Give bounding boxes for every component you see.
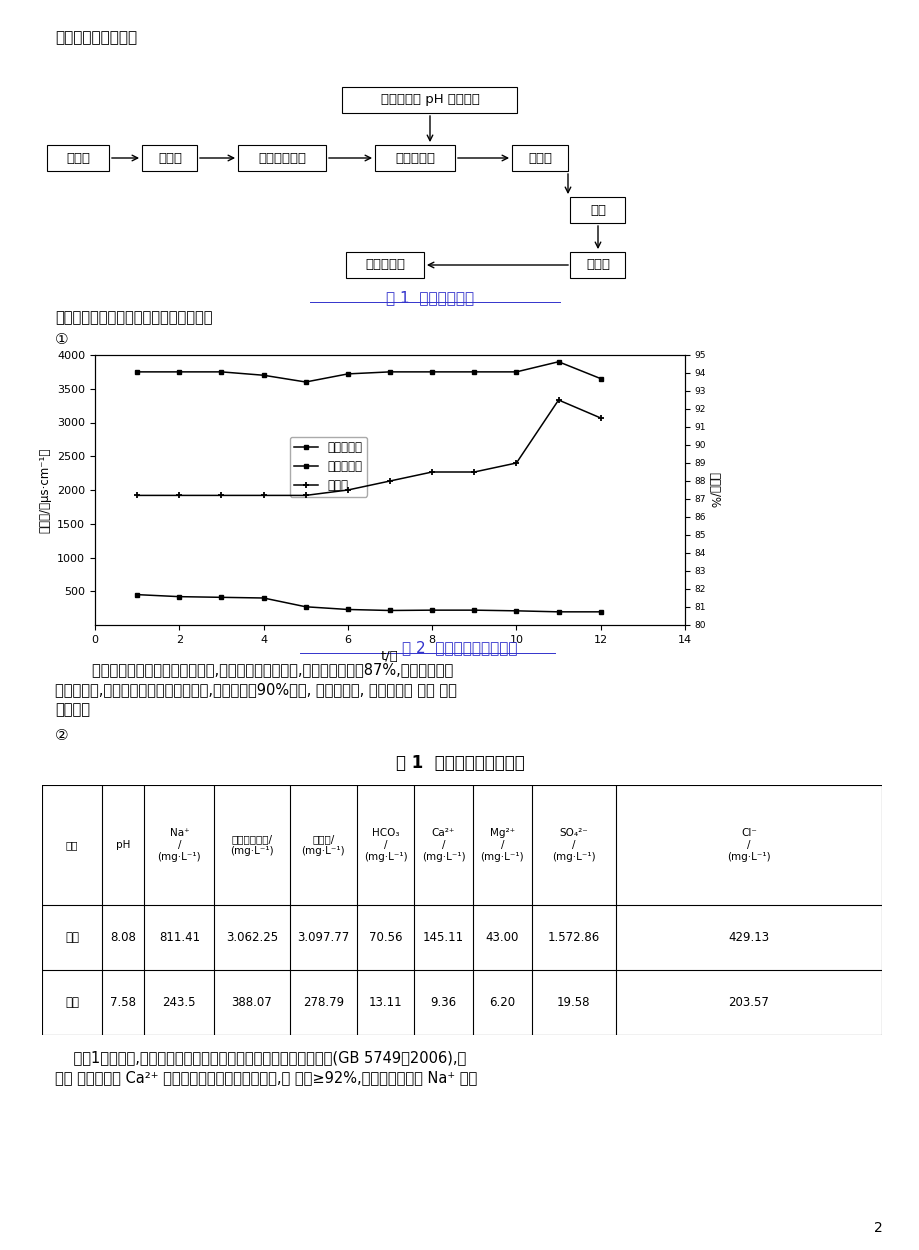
脱盐率 (469, 465, 480, 480)
Text: 高压泵: 高压泵 (528, 151, 551, 165)
原水电导率 (510, 365, 521, 380)
Text: 供水泵: 供水泵 (158, 151, 182, 165)
脱盐率 (174, 488, 185, 502)
Text: 多介质过滤器: 多介质过滤器 (257, 151, 306, 165)
淡水电导率 (384, 602, 395, 618)
原水电导率 (216, 365, 227, 380)
Text: Ca²⁺
/
(mg·L⁻¹): Ca²⁺ / (mg·L⁻¹) (421, 828, 465, 862)
Text: 精密过滤器: 精密过滤器 (394, 151, 435, 165)
Text: pH: pH (116, 840, 130, 850)
Text: 203.57: 203.57 (728, 996, 768, 1009)
Line: 原水电导率: 原水电导率 (134, 359, 603, 385)
Text: 388.07: 388.07 (232, 996, 272, 1009)
原水电导率 (552, 354, 563, 369)
Text: 811.41: 811.41 (159, 931, 199, 944)
Text: 时间的延长,系统的脱盐率也在逐渐上升,最后稳定在90%以上, 脱盐效果好, 出水电导率 优于 饮用: 时间的延长,系统的脱盐率也在逐渐上升,最后稳定在90%以上, 脱盐效果好, 出水… (55, 682, 457, 698)
原水电导率 (174, 365, 185, 380)
Legend: 原水电导率, 淡水电导率, 脱盐率: 原水电导率, 淡水电导率, 脱盐率 (289, 436, 367, 496)
Y-axis label: 脱盐率/%: 脱盐率/% (707, 472, 720, 508)
Text: 项目: 项目 (66, 840, 78, 850)
Line: 脱盐率: 脱盐率 (133, 396, 604, 499)
Text: 6.20: 6.20 (489, 996, 515, 1009)
Text: 9.36: 9.36 (430, 996, 456, 1009)
淡水电导率 (342, 602, 353, 618)
Text: 图 1  纳滤工艺流程: 图 1 纳滤工艺流程 (385, 290, 473, 305)
Text: 紫外灭菌器: 紫外灭菌器 (365, 259, 404, 271)
Text: Na⁺
/
(mg·L⁻¹): Na⁺ / (mg·L⁻¹) (157, 828, 201, 862)
Text: SO₄²⁻
/
(mg·L⁻¹): SO₄²⁻ / (mg·L⁻¹) (551, 828, 595, 862)
Y-axis label: 电导率/（μs·cm⁻¹）: 电导率/（μs·cm⁻¹） (39, 448, 51, 532)
脱盐率 (552, 392, 563, 408)
淡水电导率 (510, 604, 521, 619)
脱盐率 (257, 488, 268, 502)
Text: 从表1可以看出,纳滤淡化后的苦咸水达到《生活饮用水卫生标准》(GB 5749－2006),对: 从表1可以看出,纳滤淡化后的苦咸水达到《生活饮用水卫生标准》(GB 5749－2… (55, 1050, 466, 1065)
Text: 原水箱: 原水箱 (66, 151, 90, 165)
Text: 以下是对纳滤膜处理苦咸水的几点分析：: 以下是对纳滤膜处理苦咸水的几点分析： (55, 310, 212, 325)
Text: ①: ① (55, 332, 69, 348)
Text: 矿化度/
(mg·L⁻¹): 矿化度/ (mg·L⁻¹) (301, 834, 345, 856)
Text: 淡水箱: 淡水箱 (585, 259, 609, 271)
Text: Mg²⁺
/
(mg·L⁻¹): Mg²⁺ / (mg·L⁻¹) (480, 828, 524, 862)
Text: 8.08: 8.08 (110, 931, 136, 944)
脱盐率 (216, 488, 227, 502)
淡水电导率 (552, 604, 563, 619)
脱盐率 (342, 482, 353, 498)
Text: 145.11: 145.11 (423, 931, 463, 944)
Text: 图 2  纳滤工艺的脱盐效果: 图 2 纳滤工艺的脱盐效果 (402, 640, 517, 655)
Text: Cl⁻
/
(mg·L⁻¹): Cl⁻ / (mg·L⁻¹) (726, 828, 770, 862)
淡水电导率 (216, 590, 227, 605)
Text: 2: 2 (873, 1221, 882, 1235)
脱盐率 (384, 474, 395, 489)
Text: 243.5: 243.5 (163, 996, 196, 1009)
Text: ②: ② (55, 728, 69, 742)
淡水电导率 (595, 604, 606, 619)
Text: 阻垢加药及 pH 调节系统: 阻垢加药及 pH 调节系统 (380, 94, 479, 106)
淡水电导率 (174, 589, 185, 604)
Text: 水标准。: 水标准。 (55, 703, 90, 718)
淡水电导率 (469, 602, 480, 618)
原水电导率 (131, 365, 142, 380)
Text: 19.58: 19.58 (556, 996, 590, 1009)
脱盐率 (510, 455, 521, 470)
淡水电导率 (257, 590, 268, 605)
Text: 人体 健康不利的 Ca²⁺ 等二价离子的去除效果非常好,去 除率≥92%,而对人体所需的 Na⁺ 等一: 人体 健康不利的 Ca²⁺ 等二价离子的去除效果非常好,去 除率≥92%,而对人… (55, 1070, 477, 1085)
Text: 3.062.25: 3.062.25 (226, 931, 278, 944)
Text: 429.13: 429.13 (728, 931, 768, 944)
脱盐率 (426, 465, 437, 480)
原水电导率 (469, 365, 480, 380)
淡水电导率 (426, 602, 437, 618)
Text: 由上图可得装置在运行的过程中,初期出水电导率较高,系统的脱盐率为87%,随着系统运行: 由上图可得装置在运行的过程中,初期出水电导率较高,系统的脱盐率为87%,随着系统… (55, 662, 453, 678)
Text: 13.11: 13.11 (369, 996, 402, 1009)
原水电导率 (342, 366, 353, 381)
Text: 出水: 出水 (65, 996, 79, 1009)
原水电导率 (257, 368, 268, 382)
Text: 溶解性总固体/
(mg·L⁻¹): 溶解性总固体/ (mg·L⁻¹) (230, 834, 274, 856)
Text: 43.00: 43.00 (485, 931, 518, 944)
原水电导率 (300, 375, 311, 390)
Text: 70.56: 70.56 (369, 931, 402, 944)
Text: HCO₃
/
(mg·L⁻¹): HCO₃ / (mg·L⁻¹) (363, 828, 407, 862)
脱盐率 (300, 488, 311, 502)
Line: 淡水电导率: 淡水电导率 (134, 592, 603, 614)
原水电导率 (384, 365, 395, 380)
Text: 表 1  纳滤进出水水质分析: 表 1 纳滤进出水水质分析 (395, 754, 524, 772)
Text: 1.572.86: 1.572.86 (547, 931, 599, 944)
脱盐率 (595, 410, 606, 425)
X-axis label: t/月: t/月 (380, 650, 399, 664)
Text: 组件: 组件 (589, 204, 606, 216)
Text: 3.097.77: 3.097.77 (297, 931, 349, 944)
淡水电导率 (300, 599, 311, 614)
Text: 7.58: 7.58 (110, 996, 136, 1009)
Text: 进水: 进水 (65, 931, 79, 944)
Text: 278.79: 278.79 (302, 996, 344, 1009)
Text: 用国产纳滤膜元件。: 用国产纳滤膜元件。 (55, 30, 137, 45)
脱盐率 (131, 488, 142, 502)
原水电导率 (595, 371, 606, 386)
淡水电导率 (131, 588, 142, 602)
原水电导率 (426, 365, 437, 380)
